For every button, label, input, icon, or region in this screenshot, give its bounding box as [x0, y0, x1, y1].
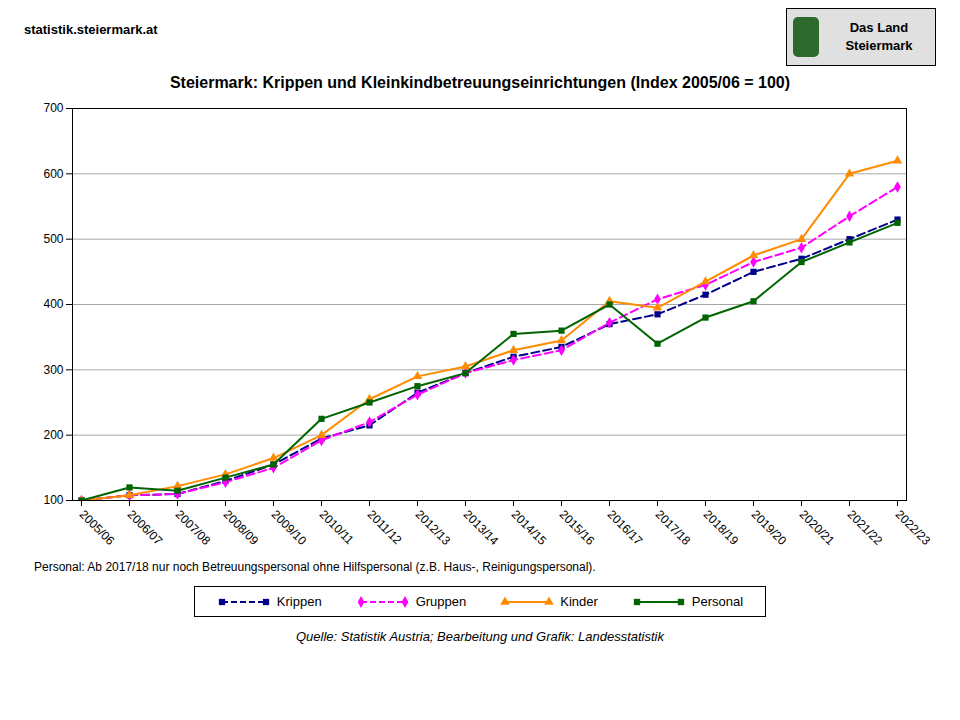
- svg-text:700: 700: [43, 101, 63, 115]
- svg-text:2016/17: 2016/17: [605, 507, 646, 548]
- svg-text:2005/06: 2005/06: [77, 507, 118, 548]
- svg-text:2021/22: 2021/22: [845, 507, 886, 548]
- svg-text:2015/16: 2015/16: [557, 507, 598, 548]
- html-text:Krippen: Krippen: [276, 594, 322, 609]
- html-text:Personal: Ab 2017/18 nur noch: Personal: Ab 2017/18 nur noch Betreuungs…: [34, 560, 596, 574]
- html-text:Personal: Personal: [691, 594, 744, 609]
- svg-text:400: 400: [43, 297, 63, 311]
- html-text:Gruppen: Gruppen: [415, 594, 467, 609]
- svg-text:2019/20: 2019/20: [749, 507, 790, 548]
- svg-text:2014/15: 2014/15: [509, 507, 550, 548]
- svg-text:2006/07: 2006/07: [125, 507, 166, 548]
- svg-text:2011/12: 2011/12: [365, 507, 405, 547]
- html-text:Quelle: Statistik Austria; Bea: Quelle: Statistik Austria; Bearbeitung u…: [296, 629, 664, 644]
- html-text:Steiermark: Krippen und Kleink: Steiermark: Krippen und Kleinkindbetreuu…: [169, 74, 791, 91]
- svg-text:2010/11: 2010/11: [317, 507, 357, 547]
- html-text:statistik.steiermark.at: statistik.steiermark.at: [24, 22, 158, 37]
- svg-text:2017/18: 2017/18: [653, 507, 694, 548]
- html-text:Kinder: Kinder: [560, 594, 598, 609]
- svg-text:300: 300: [43, 363, 63, 377]
- svg-text:2007/08: 2007/08: [173, 507, 214, 548]
- svg-text:2013/14: 2013/14: [461, 507, 502, 548]
- svg-text:2020/21: 2020/21: [797, 507, 838, 548]
- html-text:Steiermark: Steiermark: [845, 38, 913, 53]
- svg-text:2008/09: 2008/09: [221, 507, 262, 548]
- svg-text:2022/23: 2022/23: [893, 507, 934, 548]
- svg-text:100: 100: [43, 493, 63, 507]
- svg-text:2012/13: 2012/13: [413, 507, 454, 548]
- svg-text:2009/10: 2009/10: [269, 507, 310, 548]
- svg-text:200: 200: [43, 428, 63, 442]
- svg-text:600: 600: [43, 167, 63, 181]
- svg-text:2018/19: 2018/19: [701, 507, 742, 548]
- svg-text:500: 500: [43, 232, 63, 246]
- html-text:Das Land: Das Land: [849, 20, 909, 35]
